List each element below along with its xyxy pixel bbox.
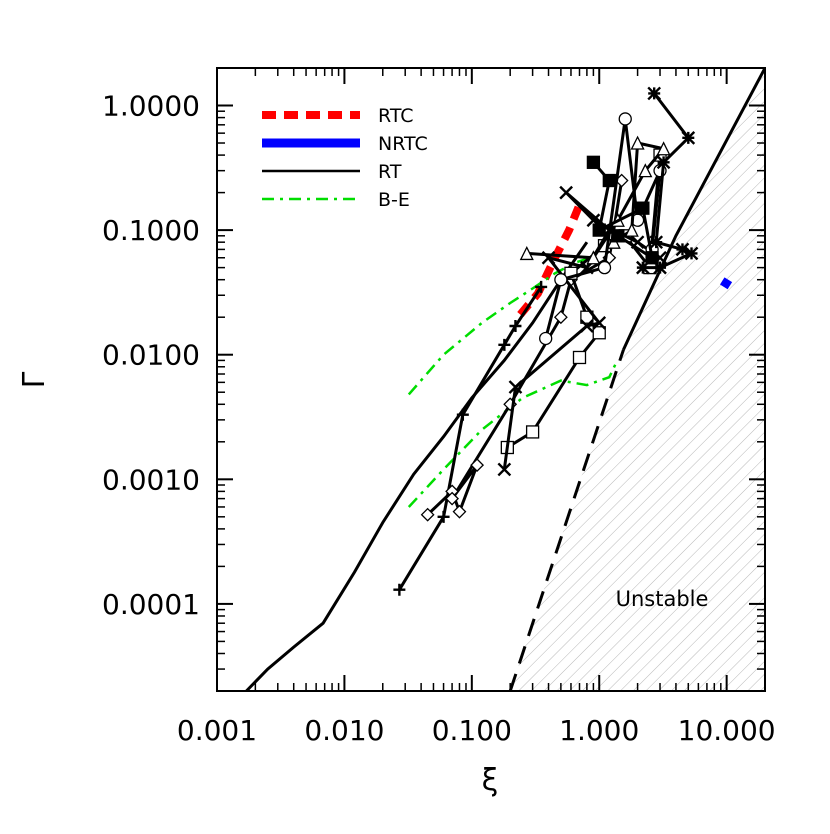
series-line-b-e bbox=[407, 256, 591, 396]
legend-label-rtc: RTC bbox=[378, 105, 414, 127]
series-rt-diamond bbox=[420, 173, 629, 522]
data-point-asterisk bbox=[684, 246, 699, 261]
data-point-diamond bbox=[445, 491, 460, 506]
stability-boundary-dashed bbox=[508, 349, 625, 691]
data-point-plus bbox=[437, 510, 450, 523]
data-point-x bbox=[497, 462, 512, 477]
legend-label-nrtc: NRTC bbox=[378, 133, 428, 155]
data-point-x bbox=[559, 185, 574, 200]
series-rt-asterisk bbox=[636, 86, 699, 275]
data-point-filled-square bbox=[611, 229, 625, 243]
data-point-diamond bbox=[553, 310, 568, 325]
x-axis-label: ξ bbox=[482, 763, 499, 798]
data-point-filled-square bbox=[645, 251, 659, 265]
data-point-square bbox=[525, 425, 540, 439]
data-point-triangle bbox=[586, 250, 601, 265]
data-point-plus bbox=[535, 280, 548, 293]
data-point-circle bbox=[618, 112, 632, 126]
series-layer bbox=[245, 86, 733, 691]
series-b-e-2 bbox=[407, 362, 617, 508]
series-line-rt-plus bbox=[398, 286, 543, 591]
data-point-plus bbox=[498, 338, 511, 351]
series-line-b-e-2 bbox=[407, 362, 617, 508]
legend-label-b-e: B-E bbox=[378, 189, 410, 211]
data-point-diamond bbox=[420, 507, 435, 522]
y-axis-label: Γ bbox=[17, 371, 52, 388]
x-tick-label: 1.000 bbox=[559, 714, 639, 747]
data-point-asterisk bbox=[649, 235, 664, 250]
y-axis: 0.0001 0.0010 0.0100 0.1000 1.0000 bbox=[102, 67, 765, 692]
data-point-diamond bbox=[470, 458, 485, 473]
data-point-plus bbox=[393, 583, 406, 596]
series-line-rt-triangle bbox=[526, 141, 667, 260]
y-tick-label: 0.0001 bbox=[102, 588, 200, 621]
data-point-filled-square bbox=[592, 223, 606, 237]
y-tick-label: 0.0100 bbox=[102, 339, 200, 372]
x-axis: 0.001 0.010 0.100 1.000 10.000 bbox=[177, 68, 776, 747]
data-point-asterisk bbox=[675, 242, 690, 257]
unstable-region bbox=[510, 68, 765, 691]
data-point-plus bbox=[456, 408, 469, 421]
x-tick-label: 0.100 bbox=[432, 714, 512, 747]
data-point-filled-square bbox=[586, 155, 601, 169]
series-nrtc bbox=[719, 277, 733, 290]
data-point-triangle bbox=[624, 222, 639, 237]
legend: RTC NRTC RT B-E bbox=[262, 105, 428, 211]
data-point-circle bbox=[597, 260, 612, 275]
region-label: Unstable bbox=[616, 587, 709, 611]
data-point-asterisk bbox=[656, 155, 671, 170]
x-tick-label: 10.000 bbox=[678, 714, 776, 747]
data-point-asterisk bbox=[647, 86, 662, 101]
series-rt-circle bbox=[539, 112, 667, 346]
data-point-square bbox=[572, 350, 587, 365]
plot-frame bbox=[216, 67, 766, 692]
series-line-rtc bbox=[517, 203, 584, 318]
data-point-asterisk bbox=[653, 260, 667, 275]
data-point-filled-square bbox=[602, 173, 616, 188]
series-rt-filled-square bbox=[586, 155, 659, 265]
data-point-x bbox=[592, 316, 607, 330]
data-point-plus bbox=[509, 319, 522, 332]
data-point-asterisk bbox=[681, 131, 696, 145]
series-rtc bbox=[517, 203, 584, 318]
y-tick-label: 0.1000 bbox=[102, 214, 200, 247]
data-point-x bbox=[580, 319, 594, 333]
series-line-nrtc bbox=[719, 277, 733, 290]
data-point-filled-square bbox=[636, 201, 650, 215]
data-point-asterisk bbox=[636, 260, 650, 275]
x-tick-label: 0.010 bbox=[304, 714, 384, 747]
legend-label-rt: RT bbox=[378, 161, 402, 183]
data-point-square bbox=[592, 326, 606, 340]
data-point-triangle bbox=[638, 163, 653, 178]
data-point-x bbox=[508, 380, 523, 394]
stability-boundary-solid bbox=[622, 68, 765, 351]
data-point-triangle bbox=[519, 245, 534, 261]
series-b-e bbox=[407, 256, 591, 396]
series-rt-main bbox=[245, 241, 589, 691]
data-point-triangle bbox=[656, 141, 671, 156]
x-tick-label: 0.001 bbox=[177, 714, 257, 747]
data-point-circle bbox=[554, 273, 568, 287]
y-tick-label: 0.0010 bbox=[102, 463, 200, 496]
series-rt-plus bbox=[393, 280, 548, 596]
data-point-diamond bbox=[452, 504, 467, 519]
y-tick-label: 1.0000 bbox=[102, 90, 200, 123]
series-line-rt-main bbox=[245, 241, 589, 691]
data-point-circle bbox=[539, 331, 553, 346]
data-point-triangle bbox=[630, 135, 645, 150]
